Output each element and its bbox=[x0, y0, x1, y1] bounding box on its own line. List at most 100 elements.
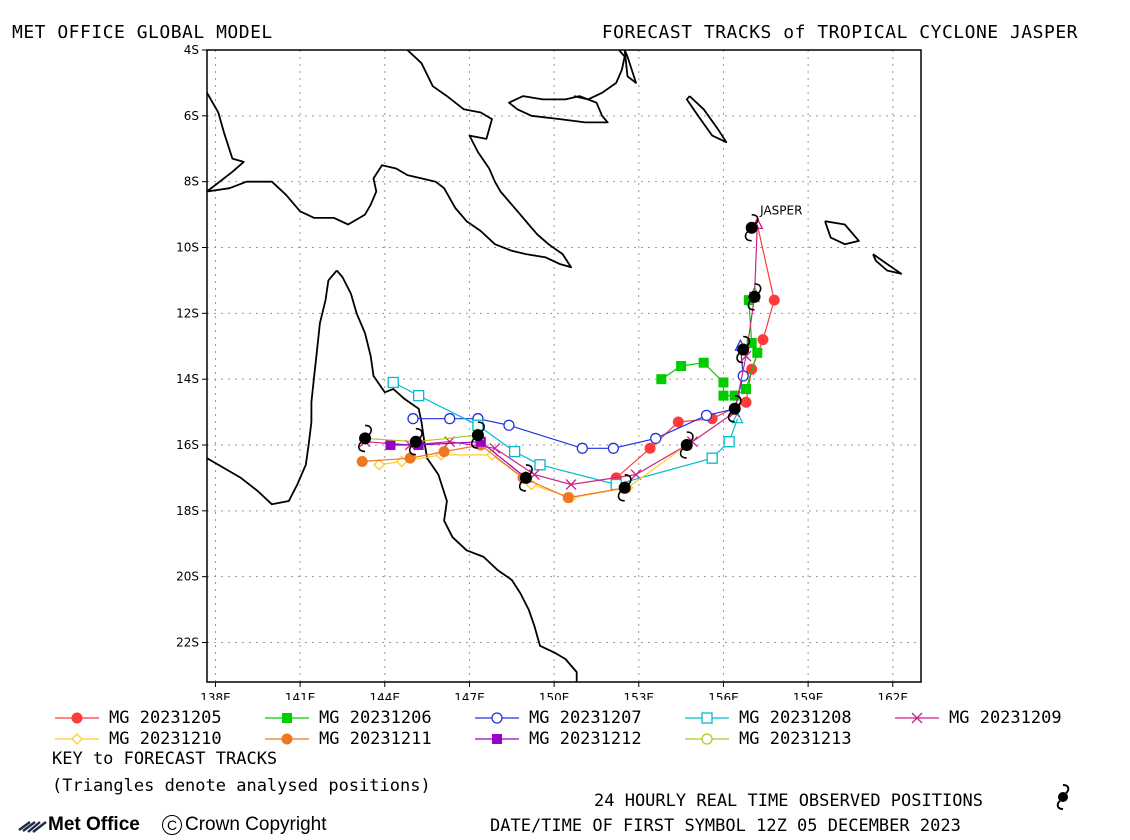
coastline bbox=[508, 95, 609, 124]
legend-item: MG 20231207 bbox=[475, 708, 642, 728]
track-point bbox=[757, 334, 769, 346]
track-mg-20231207 bbox=[407, 338, 749, 454]
cyclone-eye bbox=[737, 343, 750, 356]
cyclone-eye bbox=[409, 435, 422, 448]
header-right-title: FORECAST TRACKS of TROPICAL CYCLONE JASP… bbox=[601, 22, 1078, 43]
coastline bbox=[206, 269, 338, 506]
legend-marker bbox=[491, 712, 503, 724]
track-point bbox=[676, 361, 687, 371]
legend-symbol bbox=[265, 733, 309, 745]
track-point bbox=[746, 337, 757, 348]
legend-label: MG 20231206 bbox=[319, 708, 432, 728]
cyclone-arm bbox=[747, 283, 762, 311]
legend-symbol bbox=[685, 712, 729, 724]
coastline bbox=[685, 95, 728, 144]
brand-name: Met Office bbox=[48, 814, 140, 835]
observed-cyclone-icon bbox=[617, 473, 632, 502]
cyclone-arm bbox=[470, 421, 485, 449]
track-point bbox=[508, 445, 521, 458]
map-frame bbox=[206, 49, 922, 683]
legend-marker bbox=[71, 712, 83, 724]
track-point bbox=[503, 419, 515, 431]
cyclone-track-map: 138E 141E 144E 147E 150E 153E 156E 159E 162E 4S 6S… bbox=[176, 43, 922, 700]
legend-marker bbox=[282, 713, 292, 723]
lon-tick-label: 150E bbox=[539, 691, 570, 700]
track-point bbox=[706, 452, 718, 464]
track-point bbox=[630, 469, 642, 481]
observed-cyclone-icon bbox=[470, 421, 485, 449]
track-point bbox=[740, 396, 752, 408]
first-symbol-datetime: DATE/TIME OF FIRST SYMBOL 12Z 05 DECEMBE… bbox=[490, 816, 961, 836]
axis-ticks: 138E 141E 144E 147E 150E 153E 156E 159E 162E 4S 6S… bbox=[176, 43, 908, 700]
legend-item: MG 20231211 bbox=[265, 729, 432, 749]
track-point bbox=[718, 390, 729, 401]
track-point bbox=[576, 442, 588, 454]
lat-tick-label: 10S bbox=[176, 241, 199, 255]
legend-marker bbox=[701, 733, 713, 745]
observed-positions bbox=[358, 213, 762, 502]
cyclone-arm bbox=[617, 473, 632, 502]
observed-cyclone-icon bbox=[518, 464, 533, 492]
cyclone-eye bbox=[680, 439, 693, 451]
legend-marker bbox=[71, 733, 83, 745]
cyclone-arm bbox=[679, 431, 694, 459]
lat-tick-label: 18S bbox=[176, 504, 199, 518]
legend-item: MG 20231213 bbox=[685, 729, 852, 749]
legend-symbol bbox=[685, 733, 729, 745]
track-point bbox=[718, 377, 729, 388]
observed-cyclone-icon bbox=[679, 431, 694, 459]
legend-label: MG 20231207 bbox=[529, 708, 642, 728]
lon-tick-label: 147E bbox=[454, 691, 485, 700]
map-gridlines bbox=[207, 49, 921, 682]
track-point bbox=[385, 440, 396, 450]
track-point bbox=[607, 442, 620, 454]
legend-label: MG 20231211 bbox=[319, 729, 432, 749]
met-office-logo: Met Office bbox=[18, 814, 140, 836]
track-point bbox=[723, 436, 735, 448]
track-line bbox=[413, 346, 744, 449]
header-left-title: MET OFFICE GLOBAL MODEL bbox=[12, 22, 273, 43]
legend-label: MG 20231210 bbox=[109, 729, 222, 749]
met-office-swoosh-icon bbox=[18, 821, 47, 833]
cyclone-arm bbox=[727, 394, 742, 423]
track-point bbox=[373, 458, 386, 471]
observed-cyclone-icon bbox=[408, 427, 423, 456]
lon-tick-label: 156E bbox=[708, 691, 739, 700]
coastline bbox=[336, 269, 578, 682]
track-point bbox=[356, 455, 368, 467]
triangles-note: (Triangles denote analysed positions) bbox=[52, 776, 431, 796]
legend-symbol bbox=[475, 712, 519, 724]
analysed-position-triangle bbox=[731, 411, 744, 424]
legend-label: MG 20231205 bbox=[109, 708, 222, 728]
cyclone-arm bbox=[408, 427, 423, 456]
track-point bbox=[444, 413, 456, 425]
legend-label: MG 20231212 bbox=[529, 729, 642, 749]
cyclone-arm bbox=[518, 464, 533, 492]
legend-symbol bbox=[895, 712, 939, 724]
observed-positions-note: 24 HOURLY REAL TIME OBSERVED POSITIONS bbox=[594, 791, 983, 811]
legend-item: MG 20231206 bbox=[265, 708, 432, 728]
track-point bbox=[565, 479, 577, 490]
coastlines bbox=[206, 49, 903, 682]
legend-marker bbox=[492, 734, 502, 744]
cyclone-eye bbox=[471, 429, 484, 442]
track-point bbox=[644, 442, 656, 454]
legend-key-title: KEY to FORECAST TRACKS bbox=[52, 749, 278, 769]
lon-tick-label: 153E bbox=[624, 691, 655, 700]
cyclone-arm bbox=[744, 213, 759, 242]
observed-cyclone-icon bbox=[1056, 784, 1070, 810]
legend-symbol bbox=[55, 733, 99, 745]
coastline bbox=[573, 49, 626, 101]
legend-symbol bbox=[475, 734, 519, 744]
legend-marker bbox=[281, 733, 293, 745]
track-point bbox=[672, 416, 684, 428]
legend-label: MG 20231213 bbox=[739, 729, 852, 749]
lat-tick-label: 20S bbox=[176, 570, 199, 584]
coastline bbox=[623, 49, 637, 84]
lon-tick-label: 141E bbox=[285, 691, 316, 700]
track-point bbox=[752, 347, 763, 358]
legend-item: MG 20231208 bbox=[685, 708, 852, 728]
track-point bbox=[650, 432, 662, 445]
lon-tick-label: 138E bbox=[200, 691, 231, 700]
copyright-text: Crown Copyright bbox=[185, 814, 327, 835]
